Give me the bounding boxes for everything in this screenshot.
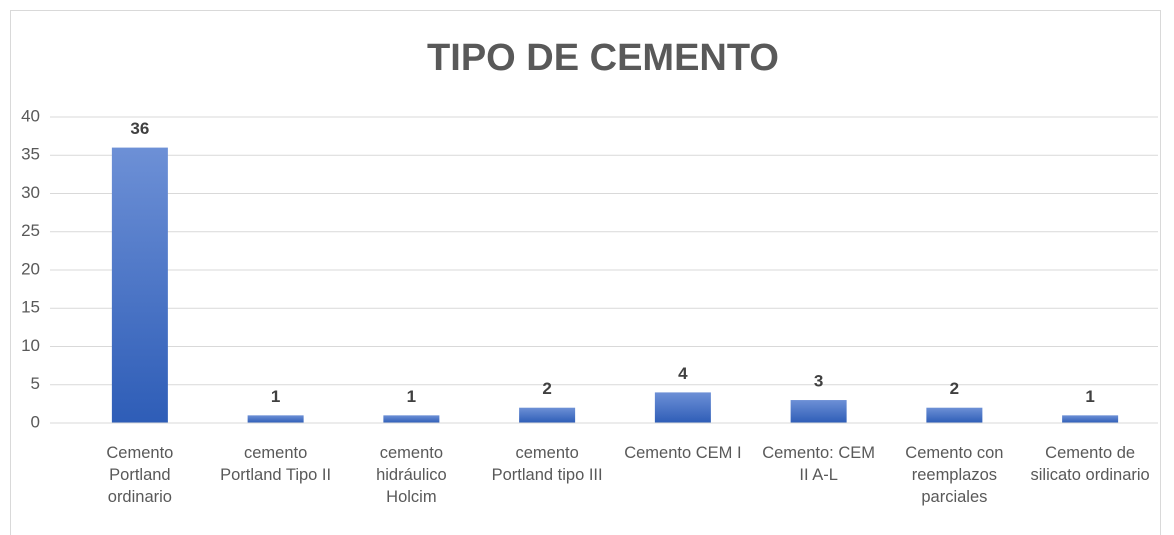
- x-tick-label: cemento Portland Tipo II: [220, 444, 332, 484]
- y-tick-label: 25: [21, 221, 40, 240]
- data-label: 2: [542, 379, 551, 398]
- data-label: 1: [1085, 387, 1094, 406]
- y-tick-label: 15: [21, 298, 40, 317]
- bar: [1062, 415, 1119, 423]
- x-tick-label: Cemento con reemplazos parciales: [905, 444, 1004, 506]
- x-tick-label: Cemento Portland ordinario: [106, 444, 174, 506]
- bar: [383, 415, 440, 423]
- data-label: 2: [950, 379, 959, 398]
- bar: [654, 392, 711, 423]
- bar: [790, 400, 847, 423]
- y-tick-label: 5: [31, 374, 40, 393]
- chart-border: [10, 10, 1161, 535]
- y-tick-label: 10: [21, 336, 40, 355]
- y-tick-label: 0: [31, 412, 40, 431]
- y-tick-label: 30: [21, 183, 40, 202]
- x-tick-label: Cemento: CEM II A-L: [762, 444, 876, 484]
- data-label: 36: [130, 119, 149, 138]
- bar: [111, 147, 168, 423]
- data-label: 3: [814, 372, 823, 391]
- y-tick-label: 20: [21, 259, 40, 278]
- bar: [247, 415, 304, 423]
- data-label: 1: [271, 387, 280, 406]
- x-tick-label: cemento hidráulico Holcim: [376, 444, 447, 506]
- x-tick-label: Cemento CEM I: [624, 444, 742, 462]
- bar: [926, 407, 983, 423]
- x-tick-label: Cemento de silicato ordinario: [1030, 444, 1150, 484]
- y-tick-label: 40: [21, 106, 40, 125]
- bar: [519, 407, 576, 423]
- x-tick-label: cemento Portland tipo III: [491, 444, 603, 484]
- data-label: 4: [678, 364, 688, 383]
- data-label: 1: [407, 387, 416, 406]
- chart-title: TIPO DE CEMENTO: [427, 37, 779, 79]
- y-tick-label: 35: [21, 145, 40, 164]
